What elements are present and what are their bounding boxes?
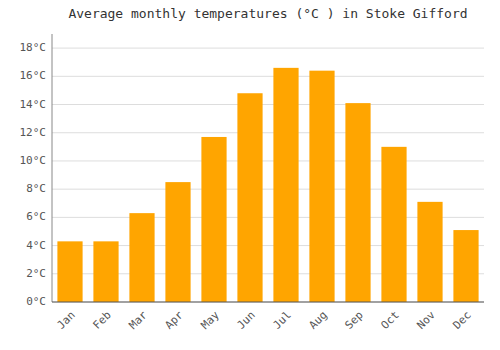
x-tick-label: Dec	[451, 309, 474, 332]
axes	[52, 34, 484, 302]
x-tick-label: Sep	[343, 309, 366, 332]
y-tick-label: 2°C	[26, 267, 46, 280]
y-tick-label: 6°C	[26, 210, 46, 223]
y-tick-label: 14°C	[20, 98, 47, 111]
grid-line	[52, 160, 484, 161]
x-axis-line	[52, 302, 484, 303]
bar	[57, 241, 82, 302]
y-tick-label: 0°C	[26, 295, 46, 308]
bar	[417, 202, 442, 302]
y-tick-label: 4°C	[26, 239, 46, 252]
y-tick-label: 12°C	[20, 126, 47, 139]
bar	[381, 147, 406, 302]
grid-line	[52, 104, 484, 105]
grid-line	[52, 132, 484, 133]
y-axis-line	[52, 34, 53, 302]
bar	[93, 241, 118, 302]
bar	[345, 103, 370, 302]
y-tick-label: 10°C	[20, 154, 47, 167]
x-tick-label: Oct	[379, 309, 402, 332]
y-tick-label: 18°C	[20, 41, 47, 54]
x-tick-label: Nov	[415, 308, 439, 332]
bars	[57, 68, 478, 302]
x-tick-label: Jul	[271, 309, 294, 332]
grid-line	[52, 302, 484, 303]
x-tick-label: Jan	[55, 309, 78, 332]
x-tick-label: May	[199, 308, 223, 332]
x-tick-label: Mar	[127, 308, 151, 332]
chart: 0°C 2°C 4°C 6°C 8°C 10°C 12°C 14°C 16°C 18°C Jan Fe…	[0, 0, 500, 350]
x-tick-labels: Jan Feb Mar Apr May Jun Jul Aug Sep Oct Nov Dec	[55, 308, 474, 332]
grid-line	[52, 48, 484, 49]
x-tick-label: Feb	[91, 309, 114, 332]
grid-line	[52, 189, 484, 190]
x-tick-label: Jun	[235, 309, 258, 332]
y-tick-labels: 0°C 2°C 4°C 6°C 8°C 10°C 12°C 14°C 16°C 18°C	[20, 41, 47, 308]
grid	[52, 48, 484, 302]
bar	[237, 93, 262, 302]
bar	[201, 137, 226, 302]
bar	[309, 71, 334, 302]
y-tick-label: 8°C	[26, 182, 46, 195]
bar	[453, 230, 478, 302]
y-tick-label: 16°C	[20, 69, 47, 82]
x-tick-label: Apr	[163, 308, 187, 332]
x-tick-label: Aug	[307, 309, 330, 332]
bar	[129, 213, 154, 302]
title: Average monthly temperatures (°C ) in St…	[68, 6, 467, 21]
bar	[165, 182, 190, 302]
grid-line	[52, 76, 484, 77]
chart-container: 0°C 2°C 4°C 6°C 8°C 10°C 12°C 14°C 16°C 18°C Jan Fe…	[0, 0, 500, 350]
bar	[273, 68, 298, 302]
